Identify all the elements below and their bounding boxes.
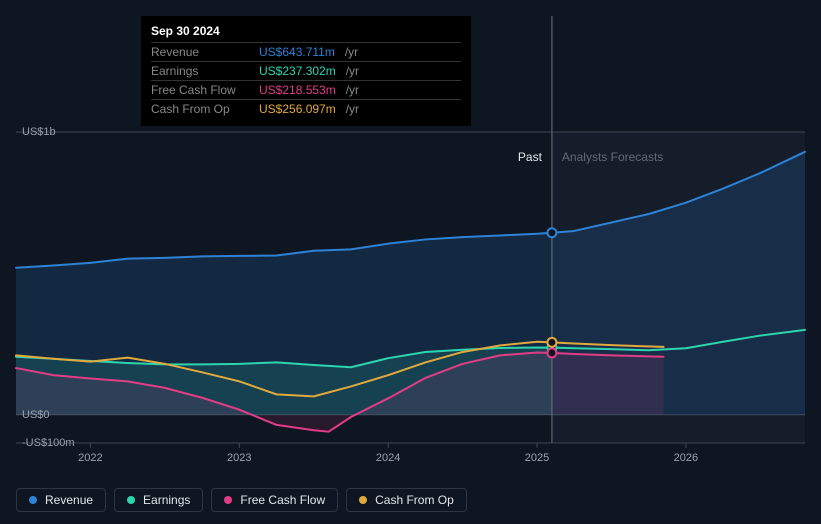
tooltip-date: Sep 30 2024 bbox=[151, 24, 461, 42]
tooltip-row-label: Earnings bbox=[151, 64, 251, 78]
tooltip-row-unit: /yr bbox=[346, 64, 359, 78]
legend-dot-icon bbox=[127, 496, 135, 504]
tooltip-row-value: US$237.302m bbox=[259, 64, 336, 78]
legend-dot-icon bbox=[359, 496, 367, 504]
legend-item-label: Revenue bbox=[45, 493, 93, 507]
y-axis-label: US$1b bbox=[22, 126, 56, 138]
legend-item-label: Earnings bbox=[143, 493, 190, 507]
tooltip-row-unit: /yr bbox=[346, 102, 359, 116]
tooltip-row: Free Cash Flow US$218.553m/yr bbox=[151, 80, 461, 99]
chart-tooltip: Sep 30 2024 RevenueUS$643.711m/yrEarning… bbox=[141, 16, 471, 126]
legend-item-revenue[interactable]: Revenue bbox=[16, 488, 106, 512]
x-axis-label: 2024 bbox=[376, 452, 400, 464]
legend-dot-icon bbox=[29, 496, 37, 504]
legend-item-earnings[interactable]: Earnings bbox=[114, 488, 203, 512]
section-label-forecast: Analysts Forecasts bbox=[562, 150, 663, 164]
tooltip-row-unit: /yr bbox=[345, 45, 358, 59]
tooltip-row-label: Revenue bbox=[151, 45, 251, 59]
y-axis-label: US$0 bbox=[22, 409, 50, 421]
tooltip-row-value: US$643.711m bbox=[259, 45, 335, 59]
legend-dot-icon bbox=[224, 496, 232, 504]
tooltip-row-value: US$256.097m bbox=[259, 102, 336, 116]
legend-item-cfo[interactable]: Cash From Op bbox=[346, 488, 467, 512]
tooltip-row-value: US$218.553m bbox=[259, 83, 336, 97]
x-axis-label: 2022 bbox=[78, 452, 102, 464]
financials-chart: US$1b US$0 -US$100m 2022 2023 2024 2025 2026 P… bbox=[0, 0, 821, 524]
chart-legend: Revenue Earnings Free Cash Flow Cash From O… bbox=[16, 488, 467, 512]
tooltip-row-unit: /yr bbox=[346, 83, 359, 97]
tooltip-row-label: Cash From Op bbox=[151, 102, 251, 116]
section-label-past: Past bbox=[518, 150, 542, 164]
y-axis-label: -US$100m bbox=[22, 437, 75, 449]
tooltip-row: Revenue US$643.711m/yr bbox=[151, 42, 461, 61]
tooltip-row: Earnings US$237.302m/yr bbox=[151, 61, 461, 80]
tooltip-row-label: Free Cash Flow bbox=[151, 83, 251, 97]
x-axis-label: 2023 bbox=[227, 452, 251, 464]
tooltip-row: Cash From Op US$256.097m/yr bbox=[151, 99, 461, 118]
x-axis-label: 2026 bbox=[674, 452, 698, 464]
legend-item-fcf[interactable]: Free Cash Flow bbox=[211, 488, 338, 512]
legend-item-label: Free Cash Flow bbox=[240, 493, 325, 507]
legend-item-label: Cash From Op bbox=[375, 493, 454, 507]
x-axis-label: 2025 bbox=[525, 452, 549, 464]
